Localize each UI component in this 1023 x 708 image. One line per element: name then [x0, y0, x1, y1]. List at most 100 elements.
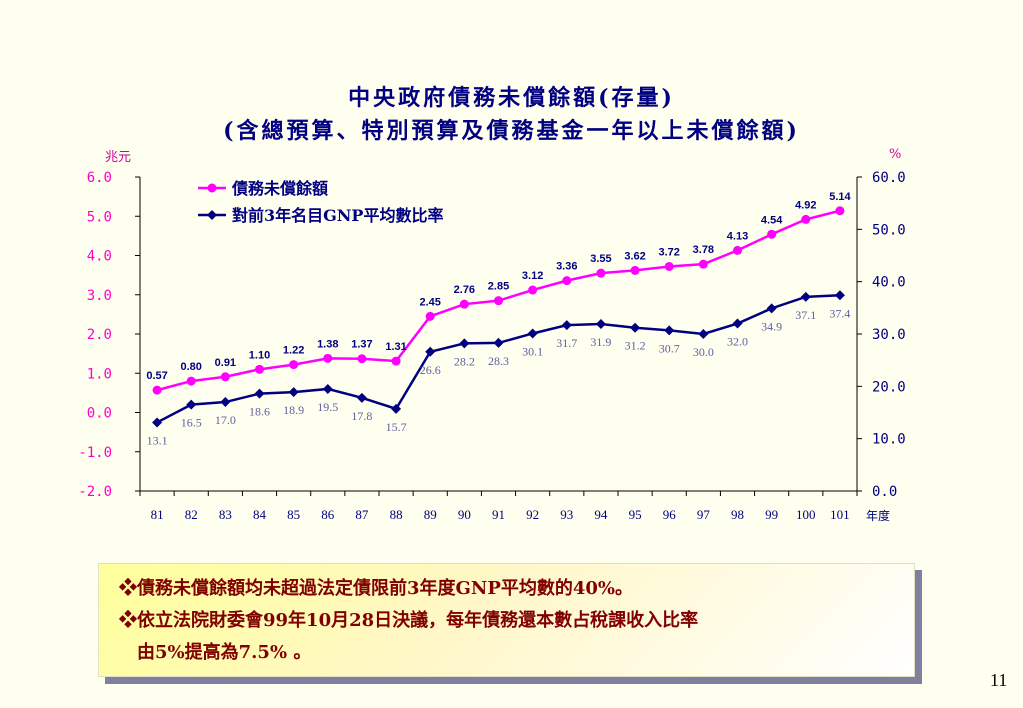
series-point-debt	[835, 206, 845, 216]
data-label-debt: 1.31	[385, 341, 406, 353]
right-tick-label: 50.0	[872, 222, 906, 238]
series-point-debt	[528, 285, 538, 295]
series-point-ratio	[834, 290, 845, 301]
left-tick-label: 5.0	[87, 209, 112, 225]
x-tick-label: 88	[390, 507, 403, 522]
x-tick-label: 93	[560, 507, 573, 522]
chart-title-line2: (含總預算、特別預算及債務基金一年以上未償餘額)	[223, 118, 800, 144]
right-tick-label: 20.0	[872, 379, 906, 395]
x-tick-label: 101	[830, 507, 850, 522]
series-point-ratio	[698, 329, 709, 339]
data-label-debt: 3.78	[693, 244, 714, 256]
series-point-ratio	[356, 392, 367, 403]
series-point-debt	[391, 356, 401, 366]
data-label-ratio: 30.0	[693, 345, 714, 359]
data-label-debt: 1.22	[283, 345, 304, 357]
data-label-ratio: 31.7	[556, 336, 577, 350]
series-point-debt	[425, 311, 435, 321]
data-label-ratio: 26.6	[420, 363, 441, 377]
data-label-ratio: 16.5	[181, 416, 202, 430]
series-point-debt	[186, 376, 196, 386]
series-point-debt	[562, 276, 572, 286]
right-tick-label: 40.0	[872, 275, 906, 291]
right-tick-label: 10.0	[872, 432, 906, 448]
data-label-debt: 5.14	[829, 191, 851, 203]
data-label-ratio: 34.9	[761, 319, 782, 333]
left-tick-label: 1.0	[87, 366, 112, 382]
data-label-ratio: 18.9	[283, 403, 304, 417]
notes-box: ❖債務未償餘額均未超過法定債限前3年度GNP平均數的40%。 ❖依立法院財委會9…	[98, 563, 915, 677]
right-tick-label: 30.0	[872, 327, 906, 343]
x-tick-label: 84	[253, 507, 267, 522]
series-point-ratio	[186, 399, 197, 410]
left-tick-label: 0.0	[87, 406, 112, 422]
x-tick-label: 100	[796, 507, 816, 522]
x-tick-label: 95	[629, 507, 642, 522]
x-tick-label: 98	[731, 507, 744, 522]
series-point-debt	[220, 372, 230, 382]
x-tick-label: 92	[526, 507, 539, 522]
series-point-ratio	[493, 337, 504, 348]
data-label-debt: 1.10	[249, 349, 270, 361]
data-label-ratio: 28.3	[488, 354, 509, 368]
note-line-2: ❖依立法院財委會99年10月28日決議，每年債務還本數占稅課收入比率	[119, 610, 699, 631]
series-point-ratio	[766, 303, 777, 314]
series-point-ratio	[800, 291, 811, 302]
x-tick-label: 87	[355, 507, 369, 522]
data-label-debt: 3.55	[590, 253, 611, 265]
series-point-ratio	[630, 322, 641, 333]
chart-title-line1: 中央政府債務未償餘額(存量)	[348, 85, 675, 111]
x-tick-label: 82	[185, 507, 198, 522]
data-label-ratio: 28.2	[454, 354, 475, 368]
legend-marker	[207, 183, 217, 193]
left-tick-label: -2.0	[78, 484, 112, 500]
series-point-debt	[664, 261, 674, 271]
series-point-debt	[255, 364, 264, 374]
data-label-debt: 4.92	[795, 199, 816, 211]
data-label-ratio: 13.1	[147, 433, 168, 447]
x-tick-label: 81	[151, 507, 164, 522]
x-tick-label: 86	[321, 507, 335, 522]
note-line-3: 由5%提高為7.5% 。	[137, 642, 312, 663]
x-tick-label: 83	[219, 507, 232, 522]
series-point-debt	[494, 296, 503, 306]
series-point-debt	[630, 265, 640, 275]
data-label-ratio: 37.1	[795, 308, 816, 322]
data-label-debt: 2.85	[488, 281, 509, 293]
data-label-debt: 2.45	[420, 296, 441, 308]
data-label-debt: 1.37	[351, 339, 372, 351]
legend-marker	[207, 210, 217, 220]
data-label-ratio: 30.7	[659, 341, 680, 355]
data-label-debt: 0.57	[146, 370, 167, 382]
x-tick-label: 91	[492, 507, 505, 522]
series-point-debt	[698, 259, 708, 269]
series-point-debt	[767, 229, 777, 239]
series-point-debt	[289, 360, 299, 370]
data-label-debt: 4.13	[727, 230, 748, 242]
series-point-debt	[733, 245, 742, 255]
series-point-ratio	[561, 320, 572, 331]
data-label-debt: 4.54	[761, 214, 783, 226]
series-point-ratio	[391, 403, 402, 414]
series-point-debt	[459, 299, 469, 309]
left-tick-label: 4.0	[87, 249, 112, 265]
x-axis-unit: 年度	[866, 508, 890, 523]
left-axis-unit: 兆元	[105, 150, 131, 165]
data-label-debt: 2.76	[454, 284, 475, 296]
data-label-ratio: 31.9	[590, 335, 611, 349]
left-tick-label: 2.0	[87, 327, 112, 343]
x-tick-label: 97	[697, 507, 711, 522]
x-tick-label: 90	[458, 507, 471, 522]
x-tick-label: 85	[287, 507, 300, 522]
series-point-ratio	[732, 318, 743, 329]
series-point-ratio	[322, 383, 333, 394]
data-label-ratio: 15.7	[386, 420, 407, 434]
series-point-ratio	[152, 417, 163, 428]
data-label-debt: 0.91	[215, 357, 236, 369]
series-point-ratio	[664, 325, 675, 336]
x-tick-label: 89	[424, 507, 437, 522]
series-point-ratio	[425, 346, 436, 357]
x-tick-label: 99	[765, 507, 778, 522]
series-point-debt	[596, 268, 606, 278]
data-label-debt: 1.38	[317, 338, 338, 350]
